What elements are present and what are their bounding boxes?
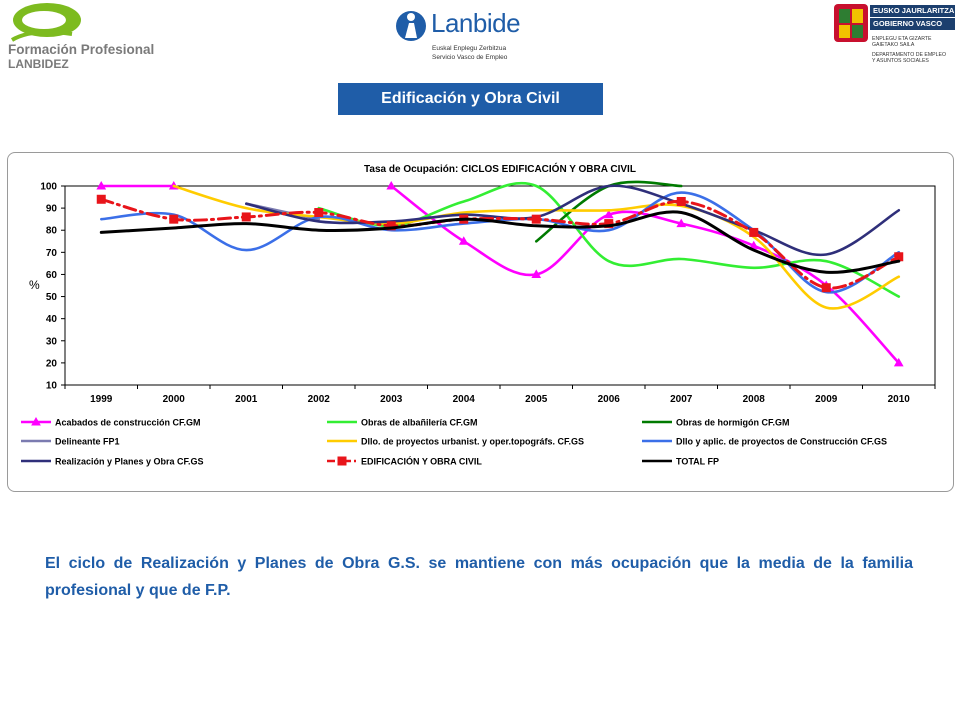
data-point-marker	[603, 209, 614, 219]
x-tick-label: 2008	[743, 394, 766, 405]
data-point-marker	[676, 196, 686, 206]
x-tick-label: 2002	[308, 394, 331, 405]
series-line-dllo-de-proyectos-urbanist-y-oper-topogr-fs-cf-gs	[172, 184, 901, 310]
data-point-marker	[893, 357, 904, 367]
lanbide-logo: Lanbide Euskal Enplegu Zerbitzua Servici…	[395, 6, 545, 66]
x-tick-label: 2010	[888, 394, 911, 405]
series-line-total-fp	[99, 210, 901, 274]
data-point-marker	[386, 221, 396, 231]
x-tick-label: 2003	[380, 394, 403, 405]
series-line-edificaci-n-y-obra-civil	[99, 197, 901, 290]
legend-label: Acabados de construcción CF.GM	[55, 418, 201, 428]
data-point-marker	[314, 208, 324, 218]
x-tick-label: 2009	[815, 394, 838, 405]
legend-label: Dllo. de proyectos urbanist. y oper.topo…	[361, 437, 584, 447]
y-tick-label: 30	[46, 336, 58, 347]
lanbide-logo-word: Lanbide	[431, 8, 521, 38]
gov-logo-line5: DEPARTAMENTO DE EMPLEO	[872, 52, 946, 58]
legend-label: EDIFICACIÓN Y OBRA CIVIL	[361, 456, 482, 467]
gov-logo-line1: EUSKO JAURLARITZA	[870, 5, 955, 17]
x-tick-label: 2007	[670, 394, 693, 405]
data-point-marker	[241, 212, 251, 222]
fp-logo-line2: LANBIDEZ	[8, 57, 69, 71]
data-point-marker	[604, 219, 614, 229]
y-tick-label: 100	[40, 182, 57, 193]
data-point-marker	[531, 269, 542, 278]
page-title: Edificación y Obra Civil	[338, 83, 603, 115]
legend-label: TOTAL FP	[676, 457, 719, 467]
occupancy-line-chart: Tasa de Ocupación: CICLOS EDIFICACIÓN Y …	[21, 162, 936, 467]
y-axis-label: %	[29, 278, 40, 292]
fp-leaf-icon	[10, 3, 81, 42]
x-tick-label: 1999	[90, 394, 113, 405]
gov-logo-line4: GAIETAKO SAILA	[872, 42, 915, 48]
data-point-marker	[676, 218, 687, 228]
chart-commentary: El ciclo de Realización y Planes de Obra…	[45, 555, 913, 599]
coat-of-arms-icon	[834, 4, 868, 42]
fp-logo-line1: Formación Profesional	[8, 42, 155, 57]
gov-logo-line3: ENPLEGU ETA GIZARTE	[872, 36, 932, 42]
data-point-marker	[531, 214, 541, 224]
legend-marker	[337, 456, 347, 466]
series-line-realizaci-n-y-planes-y-obra-cf-gs	[245, 184, 901, 257]
chart-frame	[7, 152, 954, 492]
legend-label: Obras de hormigón CF.GM	[676, 418, 790, 428]
data-point-marker	[894, 252, 904, 262]
chart-title: Tasa de Ocupación: CICLOS EDIFICACIÓN Y …	[364, 162, 636, 175]
y-tick-label: 70	[46, 248, 58, 259]
legend-label: Obras de albañilería CF.GM	[361, 418, 478, 428]
legend-marker	[31, 416, 41, 426]
x-tick-label: 2000	[163, 394, 186, 405]
y-tick-label: 50	[46, 292, 58, 303]
x-tick-label: 2001	[235, 394, 258, 405]
legend-label: Dllo y aplic. de proyectos de Construcci…	[676, 437, 887, 447]
data-point-marker	[386, 180, 397, 190]
legend-label: Delineante FP1	[55, 437, 120, 447]
gov-logo-line2: GOBIERNO VASCO	[870, 18, 955, 30]
lanbide-logo-sub1: Euskal Enplegu Zerbitzua	[432, 45, 507, 52]
y-tick-label: 90	[46, 204, 58, 215]
data-point-marker	[821, 283, 831, 293]
data-point-marker	[749, 227, 759, 237]
data-point-marker	[96, 180, 107, 190]
lanbide-figure-icon	[396, 11, 426, 41]
x-tick-label: 2005	[525, 394, 548, 405]
y-tick-label: 10	[46, 381, 58, 392]
formacion-profesional-logo: Formación Profesional LANBIDEZ	[0, 0, 180, 75]
data-point-marker	[96, 194, 106, 204]
y-tick-label: 20	[46, 358, 58, 369]
data-point-marker	[169, 214, 179, 224]
gobierno-vasco-logo: EUSKO JAURLARITZA GOBIERNO VASCO ENPLEGU…	[830, 0, 960, 72]
y-tick-label: 40	[46, 314, 58, 325]
lanbide-logo-sub2: Servicio Vasco de Empleo	[432, 54, 508, 61]
x-tick-label: 2006	[598, 394, 621, 405]
y-tick-label: 60	[46, 270, 58, 281]
series-line-obras-de-alba-iler-a-cf-gm	[317, 181, 901, 298]
gov-logo-line6: Y ASUNTOS SOCIALES	[872, 58, 929, 64]
data-point-marker	[458, 236, 469, 245]
y-tick-label: 80	[46, 226, 58, 237]
x-tick-label: 2004	[453, 394, 476, 405]
legend-label: Realización y Planes y Obra CF.GS	[55, 457, 204, 467]
plot-area	[64, 185, 936, 386]
